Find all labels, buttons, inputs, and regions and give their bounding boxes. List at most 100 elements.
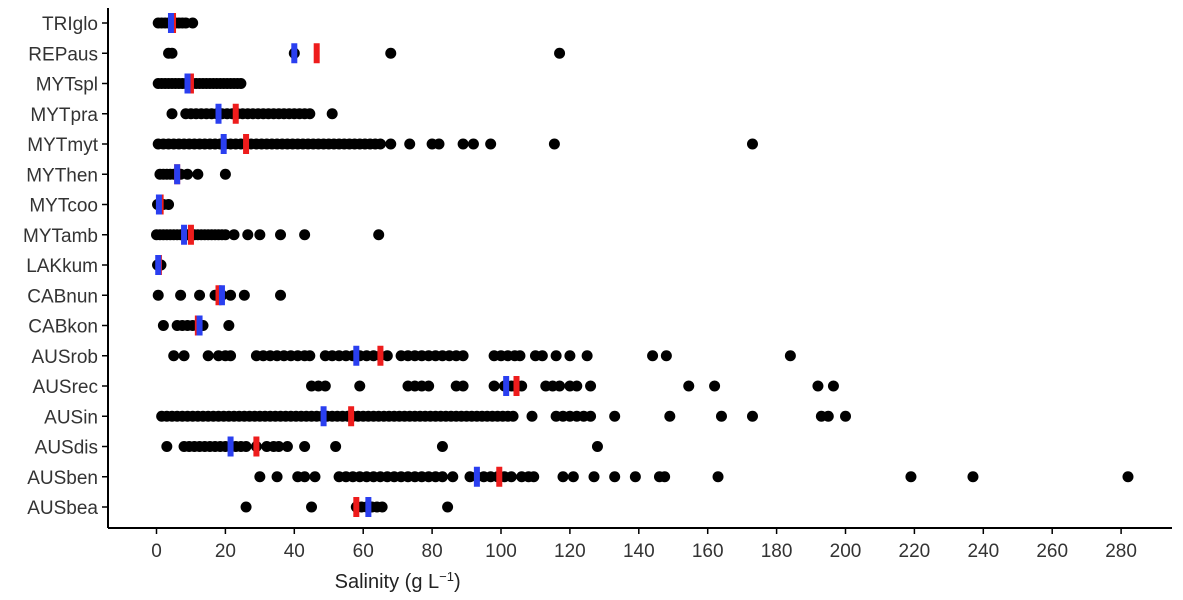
data-point — [442, 501, 454, 513]
data-point — [319, 380, 331, 392]
data-point — [507, 410, 519, 422]
data-point — [240, 501, 252, 513]
data-point — [683, 380, 695, 392]
data-point — [746, 138, 758, 150]
mean-marker — [253, 436, 260, 457]
data-point — [712, 471, 724, 483]
data-point — [905, 471, 917, 483]
data-point — [436, 441, 448, 452]
mean-marker — [215, 285, 222, 306]
median-marker — [215, 103, 222, 124]
x-axis-ticks: 0 20 40 60 80 100 120 140 160 180 200 220 240 260 280 — [151, 528, 1137, 562]
data-point — [581, 350, 593, 362]
data-point — [967, 471, 979, 483]
data-point — [457, 350, 469, 362]
data-point — [275, 229, 287, 241]
y-tick-label: CABkon — [28, 317, 98, 338]
data-point — [381, 350, 393, 362]
y-tick-label: AUSben — [27, 468, 98, 489]
mean-marker — [377, 345, 384, 366]
mean-marker — [243, 134, 250, 154]
data-point — [567, 471, 579, 483]
data-point — [254, 471, 266, 483]
data-point — [536, 350, 548, 362]
x-axis-label-exponent: −1 — [439, 569, 454, 584]
median-marker — [227, 436, 234, 457]
data-point — [223, 320, 235, 331]
markers-layer — [155, 13, 520, 517]
data-point — [554, 47, 566, 59]
median-marker — [220, 134, 227, 154]
x-tick-label: 20 — [215, 541, 236, 562]
data-point — [709, 380, 721, 392]
median-marker — [473, 466, 480, 487]
mean-marker — [496, 466, 503, 487]
y-tick-label: MYThen — [26, 165, 98, 186]
data-point — [168, 350, 180, 362]
data-point — [467, 138, 479, 150]
data-point — [485, 138, 497, 150]
data-point — [457, 138, 469, 150]
median-marker — [167, 13, 174, 33]
data-point — [299, 441, 311, 452]
median-marker — [196, 315, 203, 336]
data-point — [219, 168, 231, 180]
x-tick-label: 260 — [1036, 541, 1068, 562]
x-tick-label: 40 — [284, 541, 305, 562]
data-point — [166, 108, 178, 120]
data-point — [822, 410, 834, 422]
data-point — [304, 108, 316, 120]
data-point — [588, 471, 600, 483]
data-point — [271, 471, 283, 483]
data-point — [309, 471, 321, 483]
x-tick-label: 0 — [151, 541, 162, 562]
data-point — [235, 78, 247, 89]
data-point — [240, 441, 252, 452]
mean-marker — [348, 406, 355, 427]
data-point — [187, 17, 199, 29]
data-point — [273, 441, 285, 452]
data-point — [178, 350, 190, 362]
data-point — [225, 350, 237, 362]
median-marker — [320, 406, 327, 427]
data-point — [827, 380, 839, 392]
data-point — [528, 471, 540, 483]
data-point — [275, 289, 287, 301]
mean-marker — [513, 376, 520, 396]
mean-marker — [353, 497, 360, 517]
y-tick-label: AUSdis — [35, 438, 98, 459]
y-tick-label: MYTcoo — [29, 196, 98, 217]
y-tick-label: REPaus — [28, 44, 98, 65]
y-axis-ticks: TRIglo REPaus MYTspl MYTpra MYTmyt MYThen MYTc… — [23, 14, 108, 519]
data-point — [242, 229, 254, 241]
median-marker — [291, 43, 298, 64]
mean-marker — [187, 224, 194, 245]
mean-marker — [313, 43, 320, 64]
data-point — [423, 380, 435, 392]
data-point — [784, 350, 796, 362]
data-point — [228, 229, 240, 241]
data-point — [571, 380, 583, 392]
data-point — [659, 471, 671, 483]
data-point — [609, 471, 621, 483]
y-tick-label: TRIglo — [42, 14, 98, 35]
data-point — [591, 441, 603, 452]
median-marker — [218, 285, 225, 306]
data-point — [374, 138, 386, 150]
data-point — [194, 289, 206, 301]
data-point — [281, 441, 293, 452]
data-point — [557, 471, 569, 483]
x-tick-label: 240 — [967, 541, 999, 562]
x-tick-label: 140 — [623, 541, 655, 562]
data-point — [152, 289, 164, 301]
x-axis-label: Salinity (g L−1) — [335, 569, 461, 594]
x-axis-label-main: Salinity (g L — [335, 571, 440, 593]
data-point — [514, 350, 526, 362]
x-tick-label: 280 — [1105, 541, 1137, 562]
data-point — [163, 199, 175, 210]
data-point — [564, 350, 576, 362]
median-marker — [155, 194, 162, 215]
mean-marker — [232, 103, 239, 124]
data-point — [550, 350, 562, 362]
data-point — [488, 380, 500, 392]
